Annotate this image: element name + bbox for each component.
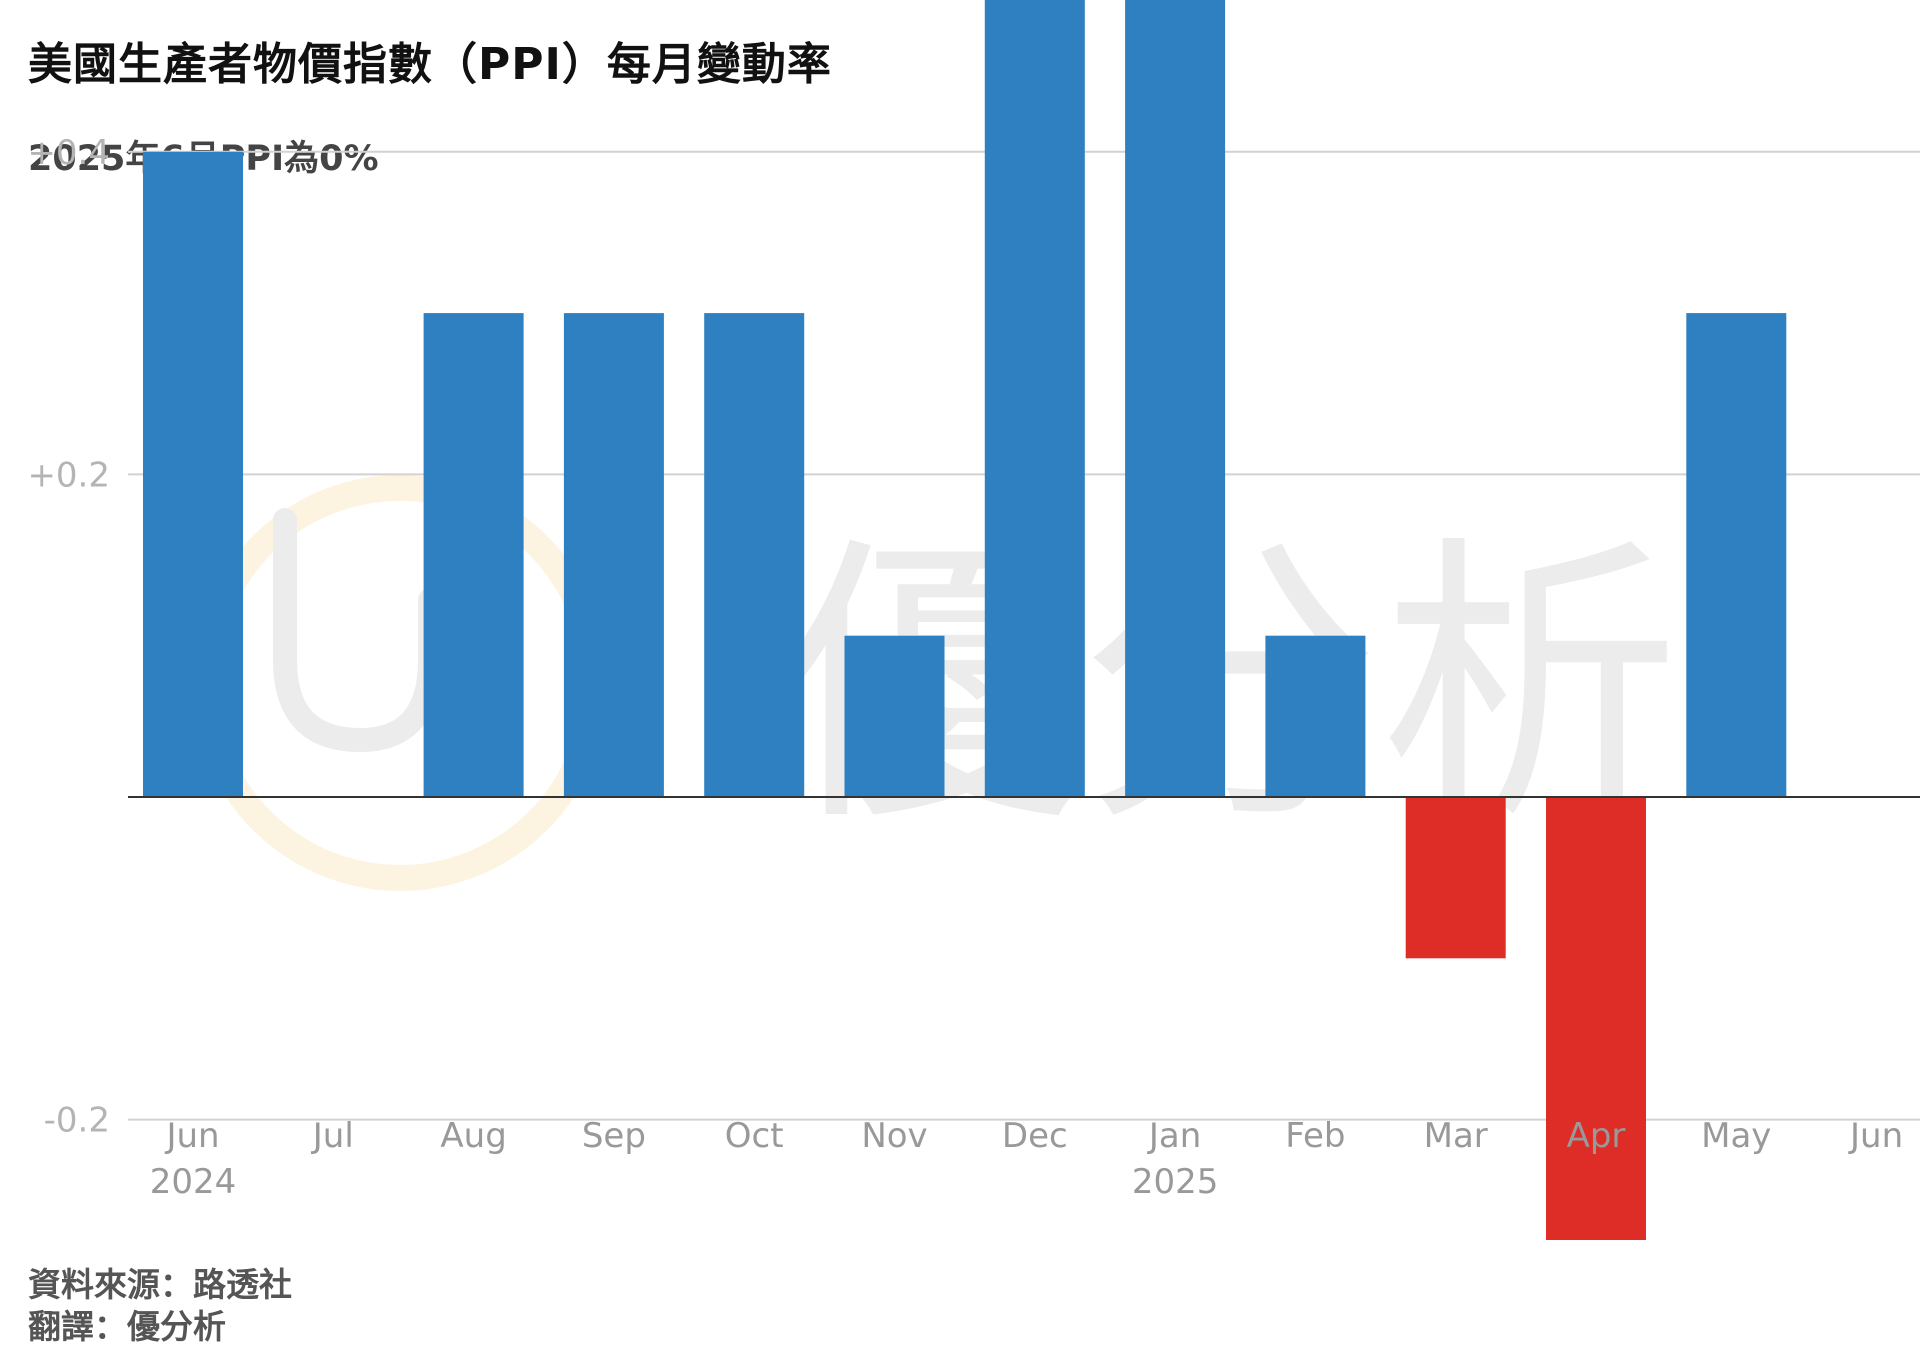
bar-mar bbox=[1406, 797, 1506, 958]
bar-dec bbox=[985, 0, 1085, 797]
bar-jun bbox=[143, 152, 243, 797]
y-tick-label: +0.4 bbox=[27, 133, 110, 173]
x-tick-label: Jan bbox=[1147, 1116, 1201, 1156]
x-tick-label: Oct bbox=[725, 1116, 784, 1156]
source-note: 資料來源：路透社 bbox=[28, 1258, 292, 1306]
bar-aug bbox=[424, 313, 524, 797]
x-tick-label: Jun bbox=[164, 1116, 219, 1156]
bar-feb bbox=[1265, 636, 1365, 797]
watermark-u-mark bbox=[285, 520, 430, 740]
x-year-label: 2025 bbox=[1132, 1162, 1219, 1202]
x-tick-label: Sep bbox=[582, 1116, 646, 1156]
y-axis: +0.6%+0.4+0.2-0.2 bbox=[0, 0, 110, 1141]
x-tick-label: Mar bbox=[1424, 1116, 1488, 1156]
bar-nov bbox=[845, 636, 945, 797]
bar-apr bbox=[1546, 797, 1646, 1240]
watermark-ring bbox=[205, 488, 595, 878]
bar-sep bbox=[564, 313, 664, 797]
bar-jan bbox=[1125, 0, 1225, 797]
x-tick-label: Apr bbox=[1567, 1116, 1626, 1156]
bar-chart: 優分析 +0.6%+0.4+0.2-0.2 Jun2024JulAugSepOc… bbox=[0, 0, 1920, 1240]
x-tick-label: Dec bbox=[1002, 1116, 1068, 1156]
translator-note: 翻譯：優分析 bbox=[28, 1300, 226, 1348]
x-year-label: 2024 bbox=[150, 1162, 237, 1202]
x-tick-label: Feb bbox=[1285, 1116, 1345, 1156]
x-tick-label: Nov bbox=[861, 1116, 927, 1156]
y-tick-label: -0.2 bbox=[44, 1101, 110, 1141]
bar-may bbox=[1686, 313, 1786, 797]
bar-oct bbox=[704, 313, 804, 797]
x-tick-label: Aug bbox=[440, 1116, 506, 1156]
y-tick-label: +0.2 bbox=[27, 455, 110, 495]
x-tick-label: Jul bbox=[311, 1116, 354, 1156]
x-tick-label: May bbox=[1701, 1116, 1771, 1156]
x-tick-label: Jun bbox=[1848, 1116, 1903, 1156]
